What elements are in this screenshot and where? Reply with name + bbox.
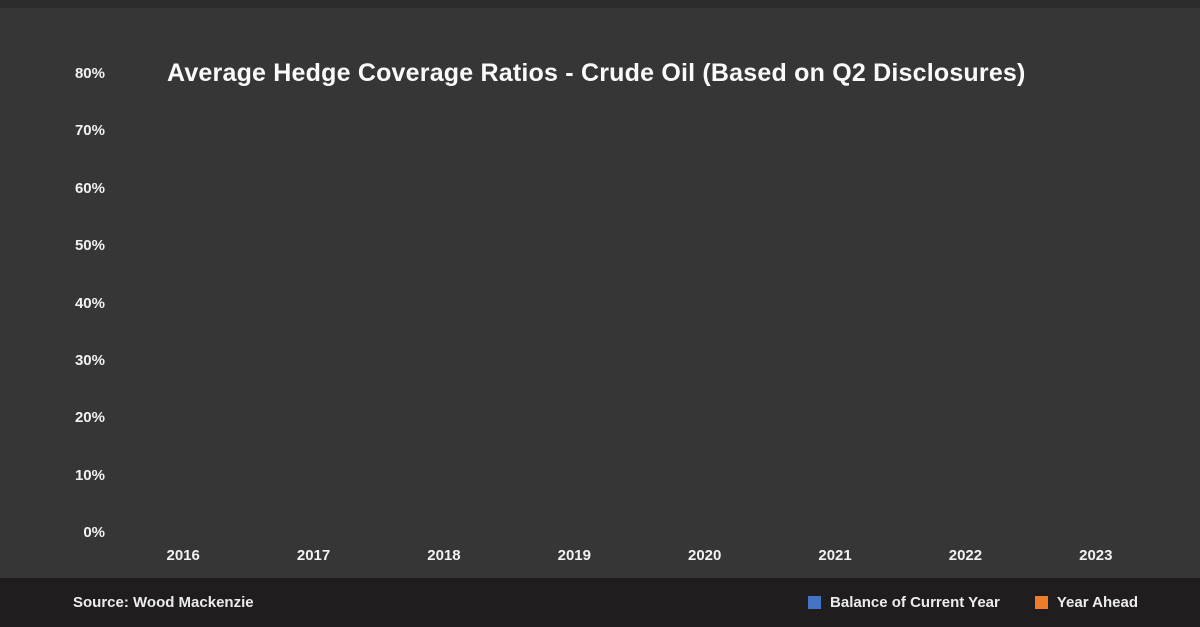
legend-swatch-orange-icon [1034, 596, 1048, 609]
plot-area-empty [118, 63, 1161, 533]
x-tick-2018: 2018 [427, 547, 461, 564]
x-tick-2023: 2023 [1079, 547, 1113, 564]
x-tick-2016: 2016 [166, 547, 200, 564]
y-tick-10: 10% [74, 466, 105, 484]
x-axis: 2016 2017 2018 2019 2020 2021 2022 2023 [118, 545, 1161, 567]
x-tick-2019: 2019 [557, 547, 591, 564]
legend: Balance of Current Year Year Ahead [808, 594, 1138, 611]
chart-title: Average Hedge Coverage Ratios - Crude Oi… [167, 59, 1026, 87]
y-tick-60: 60% [74, 179, 105, 197]
legend-label-year-ahead: Year Ahead [1056, 594, 1138, 611]
x-tick-2020: 2020 [688, 547, 722, 564]
y-tick-50: 50% [74, 237, 105, 255]
source-credit: Source: Wood Mackenzie [73, 594, 254, 611]
legend-item-balance-of-current-year[interactable]: Balance of Current Year [808, 594, 1000, 611]
footer-bar: Source: Wood Mackenzie Balance of Curren… [0, 578, 1200, 627]
x-tick-2017: 2017 [296, 547, 331, 564]
legend-label-balance-of-current-year: Balance of Current Year [830, 594, 1000, 611]
top-shade-strip [0, 0, 1200, 8]
x-tick-2022: 2022 [948, 547, 983, 564]
y-axis: 80% 70% 60% 50% 40% 30% 20% 10% 0% [30, 63, 105, 544]
y-tick-0: 0% [83, 524, 105, 541]
y-tick-80: 80% [74, 65, 105, 82]
x-tick-2021: 2021 [818, 547, 852, 564]
y-tick-40: 40% [74, 294, 105, 312]
y-tick-70: 70% [74, 122, 105, 140]
legend-swatch-blue-icon [808, 596, 822, 609]
legend-item-year-ahead[interactable]: Year Ahead [1034, 594, 1138, 611]
y-tick-30: 30% [74, 351, 105, 369]
y-tick-20: 20% [74, 409, 105, 427]
